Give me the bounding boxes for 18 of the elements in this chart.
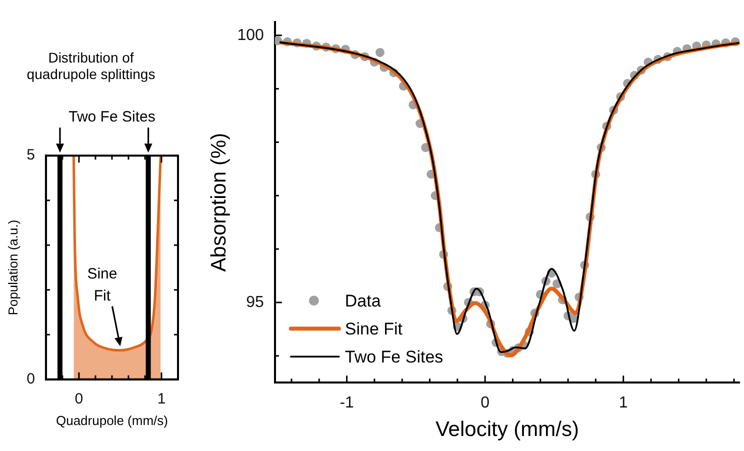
x-axis-title: Quadrupole (mm/s) — [56, 412, 168, 428]
legend-label: Sine Fit — [344, 319, 403, 338]
chart-title: Distribution of quadrupole splittings — [26, 49, 156, 82]
y-tick-label: 95 — [246, 294, 264, 311]
x-tick-label: 1 — [618, 394, 628, 412]
x-tick-label: -1 — [340, 394, 354, 412]
x-tick-label: 1 — [157, 390, 166, 408]
legend-label: Data — [344, 291, 382, 310]
y-axis-title: Population (a.u.) — [5, 220, 20, 316]
text: Two Fe Sites — [68, 108, 156, 126]
legend-label: Two Fe Sites — [344, 347, 444, 366]
x-axis-title: Velocity (mm/s) — [435, 418, 579, 442]
annotation: Sine Fit — [87, 265, 118, 304]
x-tick-label: 0 — [74, 390, 84, 408]
x-tick-label: 0 — [480, 394, 490, 412]
y-tick-label: 100 — [237, 26, 264, 44]
y-tick-label: 5 — [26, 146, 35, 164]
y-axis-title: Absorption (%) — [207, 132, 230, 272]
